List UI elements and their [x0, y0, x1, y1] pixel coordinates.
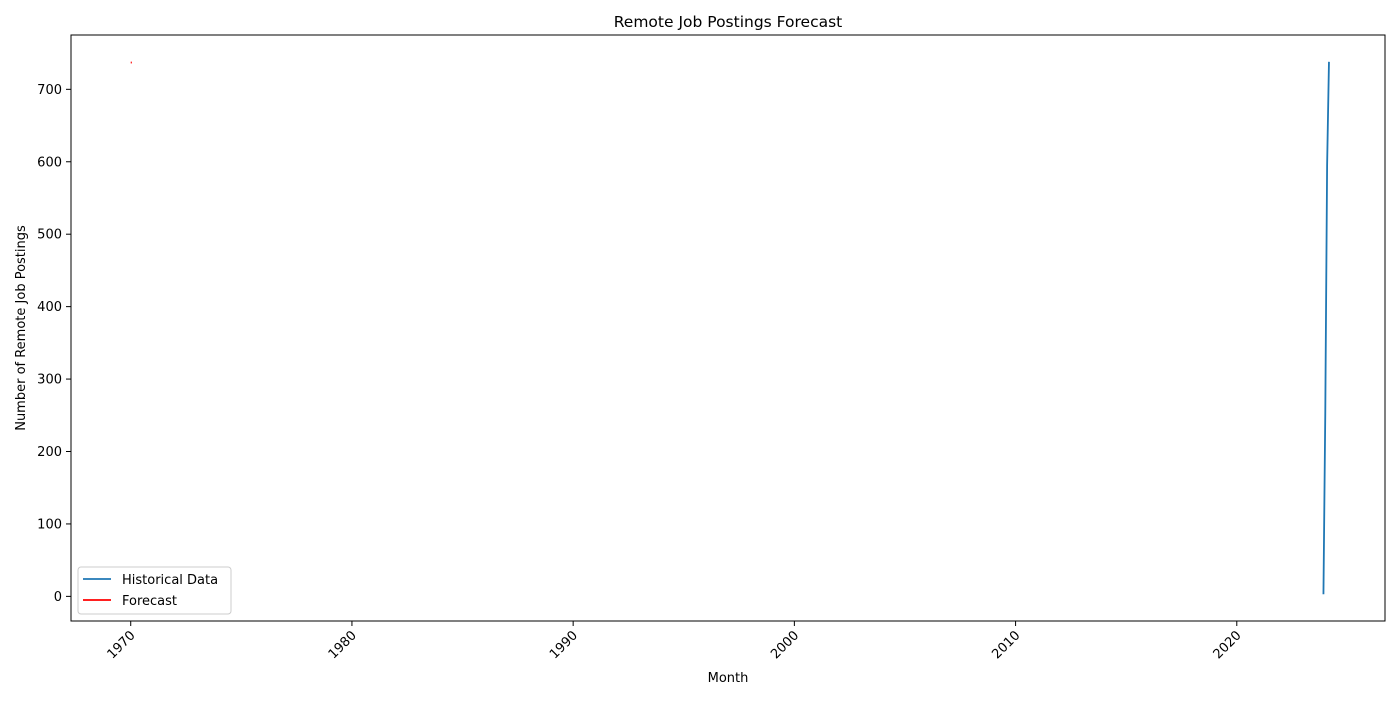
y-tick-label: 100: [37, 517, 62, 532]
x-axis-label: Month: [708, 671, 749, 686]
series-layer: [130, 61, 1330, 595]
y-tick-label: 600: [37, 155, 62, 170]
y-tick-label: 500: [37, 228, 62, 243]
legend-label-historical: Historical Data: [122, 573, 218, 588]
legend-box: [77, 566, 232, 615]
chart-title: Remote Job Postings Forecast: [614, 13, 843, 31]
plot-frame: [70, 34, 1386, 622]
y-axis-label: Number of Remote Job Postings: [14, 225, 29, 431]
legend: Historical Data Forecast: [77, 566, 232, 615]
y-tick-label: 0: [54, 590, 62, 605]
y-tick-label: 200: [37, 445, 62, 460]
historical-data-line: [1322, 61, 1330, 595]
y-axis-ticks: 0 100 200 300 400 500 600 700: [37, 83, 71, 605]
legend-label-forecast: Forecast: [122, 594, 177, 609]
y-tick-label: 700: [37, 83, 62, 98]
y-tick-label: 300: [37, 373, 62, 388]
y-tick-label: 400: [37, 300, 62, 315]
